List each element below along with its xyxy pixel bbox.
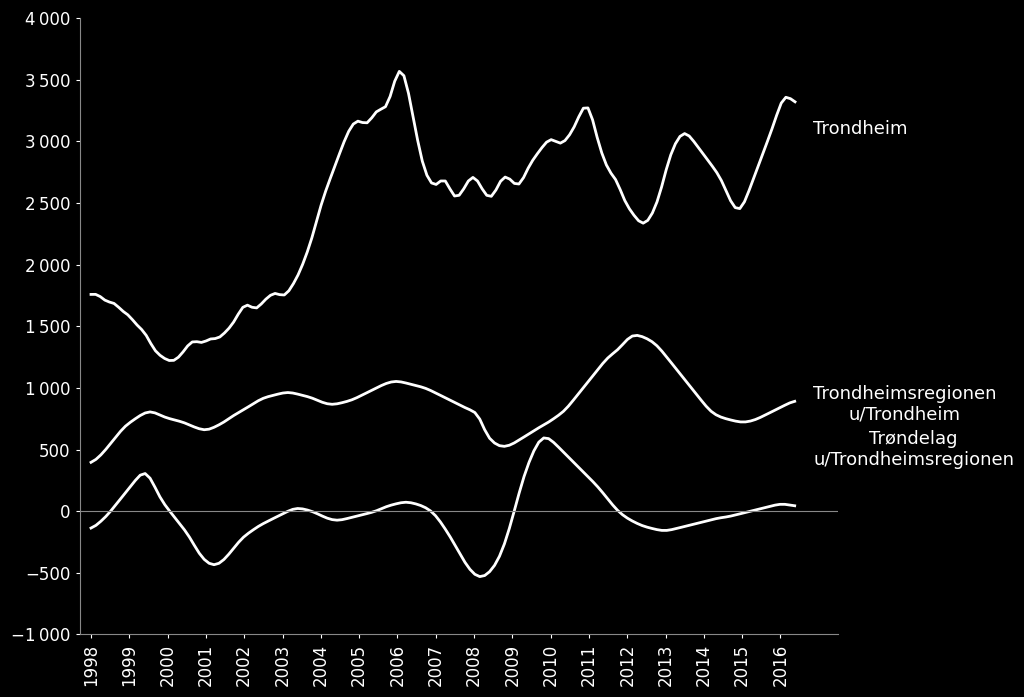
Text: Trøndelag
u/Trondheimsregionen: Trøndelag u/Trondheimsregionen [813,430,1014,469]
Text: Trondheim: Trondheim [813,120,907,138]
Text: Trondheimsregionen
u/Trondheim: Trondheimsregionen u/Trondheim [813,385,996,423]
